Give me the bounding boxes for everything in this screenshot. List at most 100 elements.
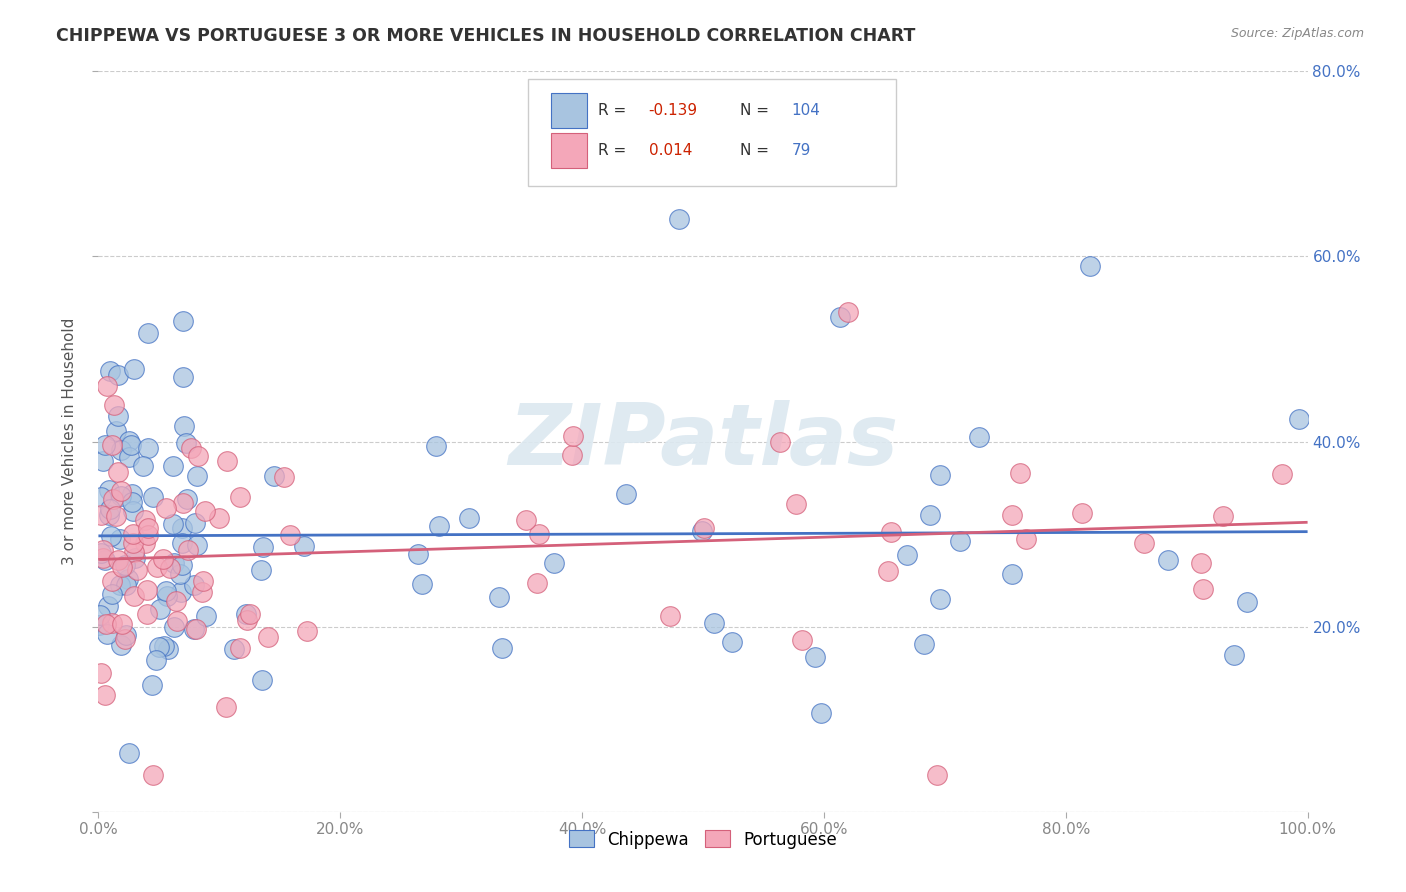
- Point: [101, 587, 124, 601]
- Text: 104: 104: [792, 103, 820, 118]
- Point: [163, 620, 186, 634]
- Text: N =: N =: [741, 103, 775, 118]
- Point: [98, 483, 121, 497]
- Point: [252, 540, 274, 554]
- Point: [110, 489, 132, 503]
- Point: [152, 551, 174, 566]
- Text: 0.014: 0.014: [648, 143, 692, 158]
- Point: [187, 449, 209, 463]
- Point: [250, 673, 273, 687]
- Point: [194, 608, 217, 623]
- Point: [186, 537, 208, 551]
- Point: [170, 584, 193, 599]
- Point: [1192, 582, 1215, 596]
- Text: -0.139: -0.139: [648, 103, 697, 118]
- Point: [142, 767, 165, 781]
- Point: [169, 566, 191, 581]
- Text: ZIPatlas: ZIPatlas: [508, 400, 898, 483]
- Point: [411, 577, 433, 591]
- Point: [107, 409, 129, 423]
- Point: [810, 706, 832, 720]
- Point: [98, 364, 121, 378]
- Point: [790, 632, 813, 647]
- Point: [488, 590, 510, 604]
- Point: [101, 492, 124, 507]
- Point: [292, 540, 315, 554]
- Point: [94, 438, 117, 452]
- Point: [91, 551, 114, 566]
- Point: [114, 558, 136, 572]
- Point: [156, 589, 179, 603]
- Point: [458, 511, 481, 525]
- Point: [177, 543, 200, 558]
- Point: [97, 599, 120, 613]
- Point: [165, 594, 187, 608]
- Point: [141, 678, 163, 692]
- Point: [155, 583, 177, 598]
- Point: [100, 529, 122, 543]
- Y-axis label: 3 or more Vehicles in Household: 3 or more Vehicles in Household: [62, 318, 77, 566]
- Point: [110, 483, 132, 498]
- Point: [967, 430, 990, 444]
- Point: [172, 314, 194, 328]
- Text: 79: 79: [792, 143, 811, 158]
- Point: [174, 436, 197, 450]
- Point: [110, 443, 132, 458]
- Point: [928, 592, 950, 607]
- Point: [118, 434, 141, 448]
- Point: [176, 491, 198, 506]
- Point: [183, 578, 205, 592]
- Point: [877, 564, 900, 578]
- Point: [193, 574, 215, 588]
- Point: [89, 608, 111, 623]
- Point: [427, 518, 450, 533]
- Point: [186, 468, 208, 483]
- Point: [118, 450, 141, 465]
- Text: N =: N =: [741, 143, 775, 158]
- Point: [91, 542, 114, 557]
- Point: [668, 212, 690, 227]
- Point: [94, 689, 117, 703]
- Point: [145, 652, 167, 666]
- Point: [1133, 535, 1156, 549]
- Point: [803, 650, 825, 665]
- Point: [101, 616, 124, 631]
- Point: [693, 520, 716, 534]
- Point: [1015, 533, 1038, 547]
- Point: [491, 640, 513, 655]
- Point: [121, 487, 143, 501]
- Point: [135, 582, 157, 597]
- Point: [1157, 553, 1180, 567]
- Point: [90, 508, 112, 522]
- Point: [408, 547, 430, 561]
- Point: [124, 551, 146, 566]
- Point: [561, 429, 583, 443]
- Point: [543, 556, 565, 570]
- Point: [122, 589, 145, 603]
- Point: [111, 560, 134, 574]
- Point: [659, 608, 682, 623]
- Point: [159, 560, 181, 574]
- Point: [515, 513, 537, 527]
- Point: [215, 453, 238, 467]
- Point: [162, 459, 184, 474]
- Point: [146, 559, 169, 574]
- Point: [121, 536, 143, 550]
- Point: [148, 640, 170, 655]
- Point: [830, 310, 852, 325]
- Point: [110, 578, 132, 592]
- Point: [105, 509, 128, 524]
- Point: [184, 622, 207, 636]
- Point: [183, 622, 205, 636]
- Legend: Chippewa, Portuguese: Chippewa, Portuguese: [562, 823, 844, 855]
- Point: [425, 439, 447, 453]
- Point: [138, 326, 160, 340]
- Point: [920, 508, 942, 522]
- Point: [107, 466, 129, 480]
- Point: [295, 624, 318, 639]
- Point: [110, 639, 132, 653]
- Point: [142, 491, 165, 505]
- Point: [114, 632, 136, 646]
- Text: R =: R =: [598, 143, 631, 158]
- Point: [257, 630, 280, 644]
